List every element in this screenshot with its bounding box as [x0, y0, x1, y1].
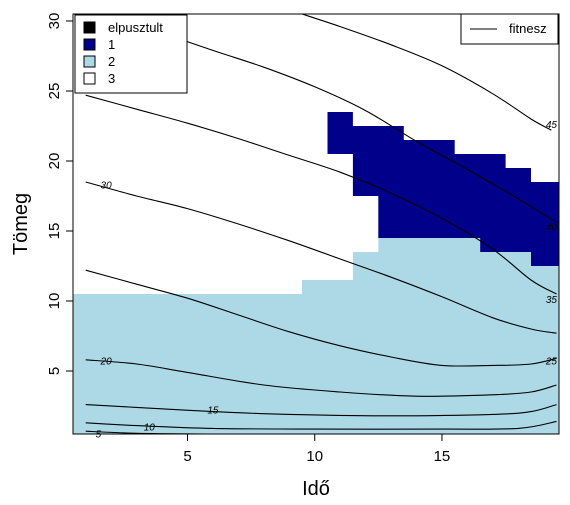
contour-line-30: [85, 181, 557, 334]
contour-label-20: 20: [100, 357, 113, 368]
legend-label-fitnesz: fitnesz: [509, 21, 547, 36]
plot-frame: [72, 13, 560, 435]
contour-line-20: [85, 359, 557, 397]
x-tick-label-15: 15: [434, 448, 451, 465]
region-category-2: [73, 238, 559, 434]
y-tick-label-20: 20: [46, 153, 63, 170]
legend-label-2: 2: [108, 54, 115, 69]
contour-line-5: [85, 430, 557, 434]
legend-label-1: 1: [108, 37, 115, 52]
contour-label-10: 10: [144, 423, 156, 434]
y-tick-label-25: 25: [46, 83, 63, 100]
contour-line-10: [85, 420, 557, 430]
contour-label-40: 40: [546, 222, 558, 233]
contour-label-35: 35: [546, 295, 558, 306]
contour-label-15: 15: [207, 406, 219, 417]
y-tick-label-5: 5: [46, 367, 63, 375]
x-axis-title: Idő: [302, 478, 330, 500]
y-axis-title: Tömeg: [10, 193, 32, 255]
legend-swatch-3: [83, 72, 96, 85]
y-tick-label-30: 30: [46, 13, 63, 30]
contour-line-45: [301, 14, 552, 131]
contour-label-25: 25: [545, 357, 558, 368]
contour-label-5: 5: [96, 430, 102, 441]
contour-line-15: [85, 404, 557, 417]
region-category-1: [327, 112, 559, 266]
line-legend: fitnesz: [460, 13, 559, 45]
legend-swatch-2: [83, 55, 96, 68]
contour-label-45: 45: [546, 120, 558, 131]
y-tick-label-10: 10: [46, 293, 63, 310]
contour-label-30: 30: [101, 180, 113, 191]
category-legend: elpusztult 1 2 3: [74, 14, 188, 94]
contour-line-35: [85, 94, 557, 295]
legend-label-elpusztult: elpusztult: [108, 20, 163, 35]
legend-swatch-1: [83, 38, 96, 51]
contour-line-25: [85, 269, 557, 367]
y-tick-label-15: 15: [46, 223, 63, 240]
x-tick-label-10: 10: [306, 448, 323, 465]
x-tick-label-5: 5: [183, 448, 191, 465]
legend-label-3: 3: [108, 71, 115, 86]
legend-swatch-elpusztult: [83, 21, 96, 34]
